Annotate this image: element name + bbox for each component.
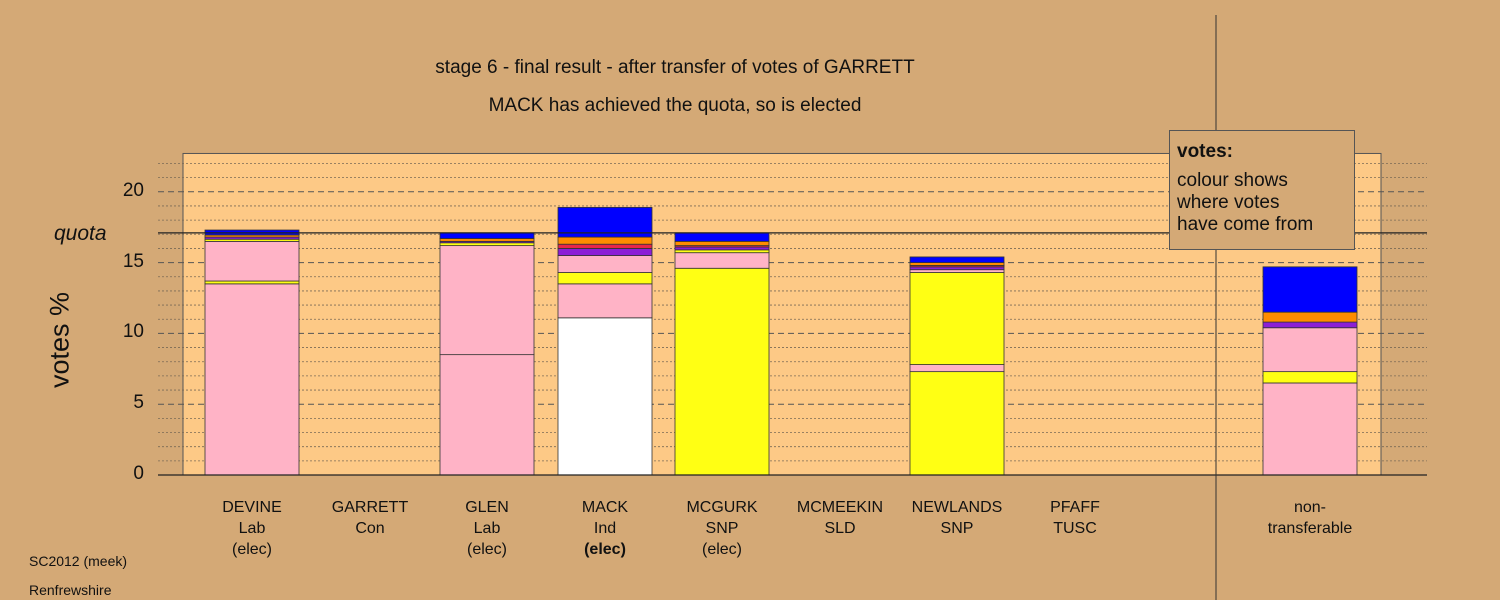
category-label: non-transferable <box>1267 499 1353 537</box>
y-tick-label: 10 <box>122 321 144 343</box>
bar-segment <box>909 269 1005 273</box>
bar-segment <box>909 262 1005 266</box>
bar-segment <box>204 283 300 476</box>
legend-line-1: colour shows <box>1177 170 1288 191</box>
bar-segment <box>557 243 653 249</box>
bar-segment <box>557 272 653 285</box>
bar-segment <box>439 242 535 247</box>
bar-segment <box>674 249 770 254</box>
y-tick-label: 15 <box>122 250 144 272</box>
bar-segment <box>1262 382 1358 476</box>
category-label: PFAFF TUSC <box>1050 499 1100 537</box>
bar-segment <box>674 267 770 476</box>
y-tick-label: 0 <box>133 463 144 484</box>
footer-council: Renfrewshire <box>29 582 112 598</box>
category-label: DEVINE Lab (elec) <box>222 499 282 558</box>
bar-segment <box>557 236 653 245</box>
y-axis-label: votes % <box>44 291 75 389</box>
bar-segment <box>1262 311 1358 323</box>
bar-segment <box>1262 371 1358 384</box>
legend-title: votes: <box>1177 141 1233 162</box>
bar-segment <box>1262 266 1358 313</box>
bar-segment <box>909 272 1005 365</box>
bar-segment <box>204 240 300 282</box>
bar-segment <box>909 371 1005 476</box>
bar-segment <box>909 266 1005 271</box>
footer-method: SC2012 (meek) <box>29 553 128 569</box>
bar-segment <box>204 280 300 285</box>
bar-segment <box>557 248 653 256</box>
bar-segment <box>674 240 770 247</box>
bar-segment <box>557 317 653 476</box>
category-label: GLEN Lab (elec) <box>465 499 509 558</box>
legend-line-3: have come from <box>1177 214 1314 235</box>
category-label: NEWLANDS SNP <box>911 499 1003 537</box>
legend-box: votes: colour shows where votes have com… <box>1169 130 1355 250</box>
bar-segment <box>674 252 770 269</box>
bar-segment <box>439 354 535 476</box>
category-label: MACK Ind (elec) <box>581 499 629 558</box>
bar-segment <box>557 206 653 238</box>
bar-segment <box>439 238 535 242</box>
bar-segment <box>909 256 1005 264</box>
bar-segment <box>1262 321 1358 329</box>
y-tick-label: 20 <box>122 179 144 201</box>
bar-segment <box>1262 327 1358 373</box>
chart-title: stage 6 - final result - after transfer … <box>435 57 915 78</box>
bar-segment <box>557 255 653 273</box>
y-tick-label: 5 <box>133 392 144 414</box>
bar-segment <box>674 246 770 251</box>
bar-segment <box>909 364 1005 373</box>
chart-subtitle: MACK has achieved the quota, so is elect… <box>488 95 862 116</box>
category-label: MCMEEKIN SLD <box>796 499 884 537</box>
bar-segment <box>674 232 770 242</box>
bar-segment <box>439 245 535 356</box>
bar-segment <box>557 283 653 319</box>
quota-label: quota <box>54 222 107 245</box>
bar-segment <box>439 232 535 239</box>
category-label: GARRETT Con <box>331 499 409 537</box>
category-label: MCGURK SNP (elec) <box>686 499 758 558</box>
legend-line-2: where votes <box>1177 192 1280 213</box>
